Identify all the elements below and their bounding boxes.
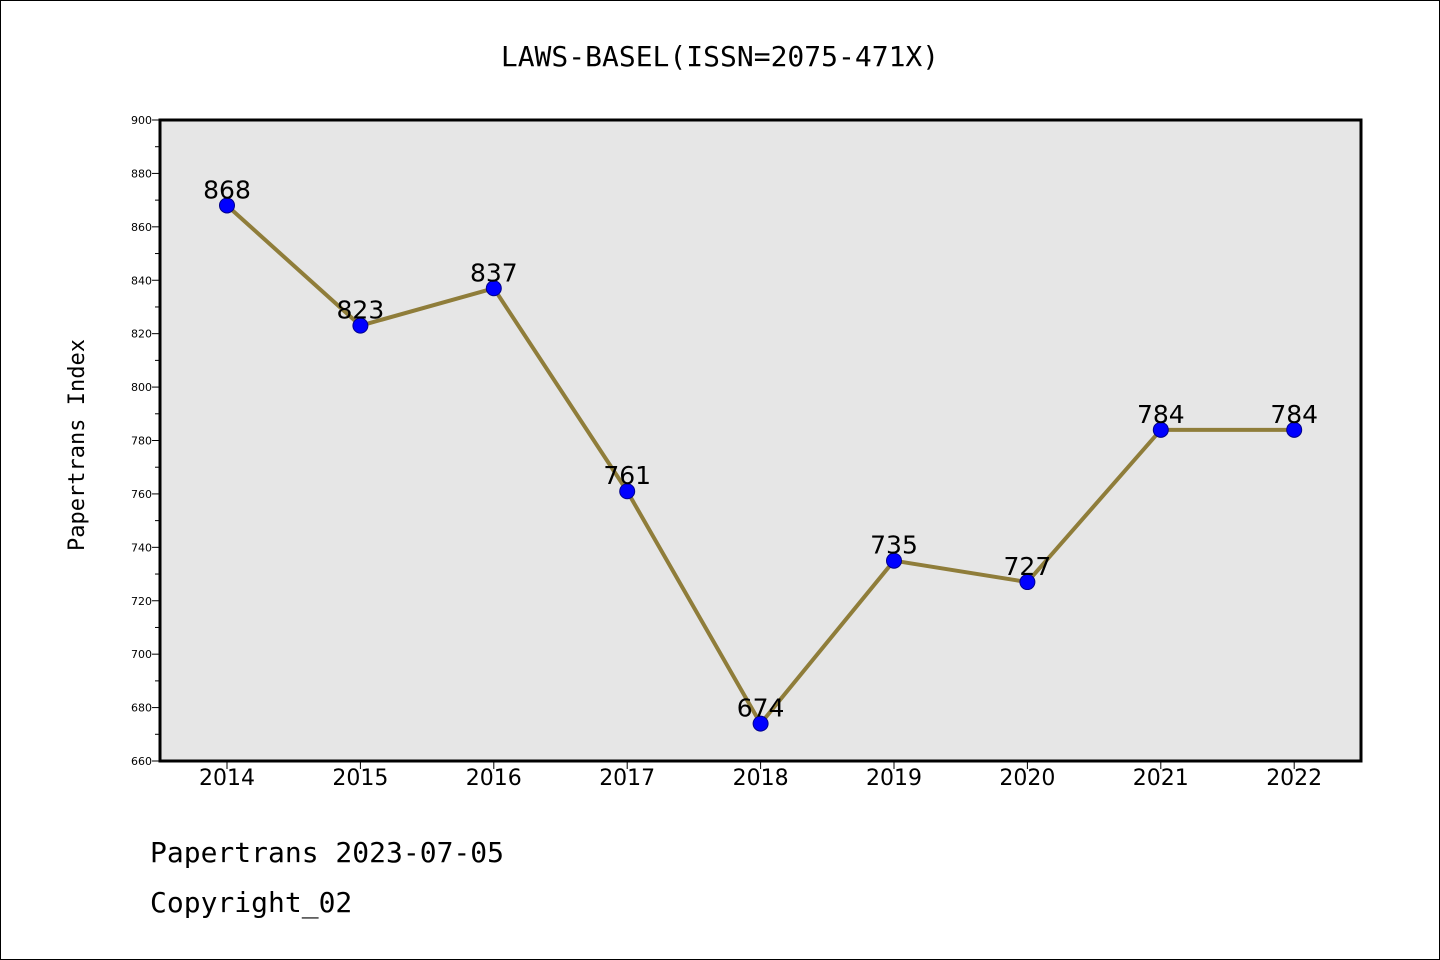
data-point [1286,421,1303,438]
data-point [1019,574,1036,591]
series-line-group: 868 823 837 761 674 735 727 784 784 [203,175,1318,732]
data-label: 735 [870,531,918,560]
y-tick-label: 840 [131,274,152,287]
x-tick-label: 2018 [733,766,789,791]
x-tick-label: 2022 [1266,766,1322,791]
x-axis: 2014 2015 2016 2017 2018 2019 2020 2021 2022 [199,761,1322,791]
data-point [619,483,636,500]
x-tick-label: 2015 [332,766,388,791]
data-point [1152,421,1169,438]
y-tick-label: 660 [131,755,152,768]
data-label: 823 [337,296,385,325]
y-axis-label: Papertrans Index [65,339,90,551]
y-tick-label: 860 [131,221,152,234]
x-tick-label: 2017 [599,766,655,791]
plot-area [160,120,1361,761]
x-tick-label: 2016 [466,766,522,791]
x-tick-label: 2021 [1133,766,1189,791]
y-tick-label: 720 [131,595,152,608]
y-tick-label: 700 [131,648,152,661]
data-point [219,197,235,214]
data-point [752,715,769,732]
x-tick-label: 2014 [199,766,255,791]
footer-copyright: Copyright_02 [150,886,353,919]
plot-border [158,118,1363,763]
data-point [485,280,502,297]
y-tick-label: 820 [131,328,152,341]
footer-date: Papertrans 2023-07-05 [150,836,505,869]
data-label: 837 [470,258,518,287]
data-label: 784 [1270,400,1318,429]
data-label: 727 [1004,552,1052,581]
y-tick-label: 760 [131,488,152,501]
data-label: 784 [1137,400,1185,429]
y-tick-label: 780 [131,435,152,448]
y-tick-label: 680 [131,702,152,715]
y-tick-label: 800 [131,381,152,394]
x-tick-label: 2019 [866,766,922,791]
y-axis: 660 680 700 720 740 760 780 800 820 840 860 880 900 [131,114,160,768]
data-label: 674 [737,694,785,723]
y-tick-label: 880 [131,167,152,180]
data-point [886,552,902,569]
data-label: 761 [603,461,651,490]
y-tick-label: 740 [131,541,152,554]
data-point [352,317,369,334]
x-tick-label: 2020 [999,766,1055,791]
y-tick-label: 900 [131,114,152,127]
chart-title: LAWS-BASEL(ISSN=2075-471X) [501,40,939,73]
data-label: 868 [203,175,251,204]
